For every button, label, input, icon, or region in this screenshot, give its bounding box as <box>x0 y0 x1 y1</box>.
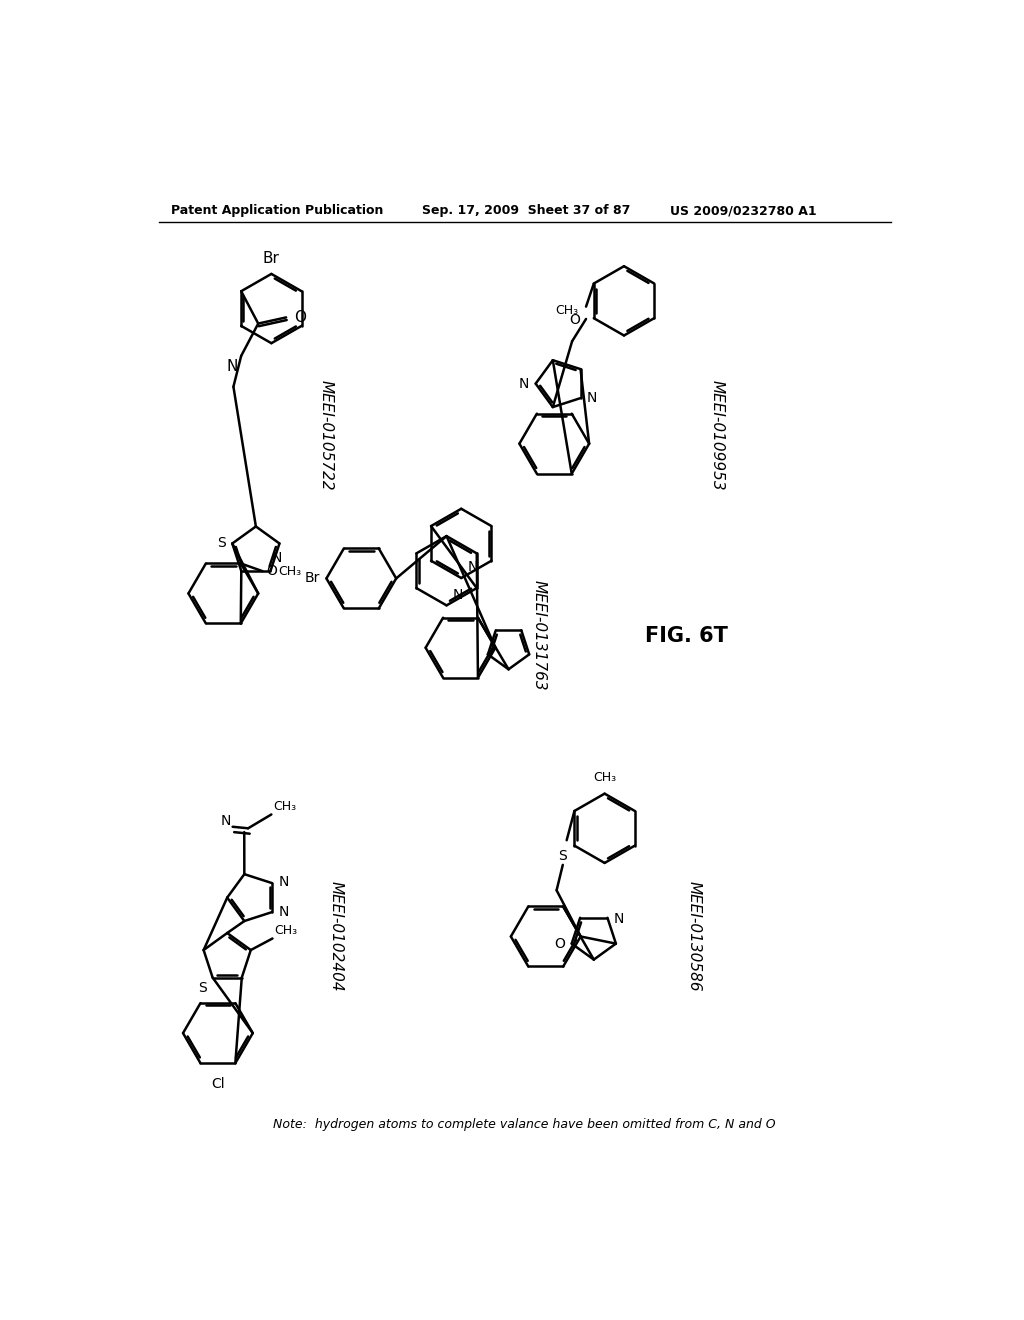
Text: O: O <box>555 937 565 950</box>
Text: N: N <box>613 912 624 927</box>
Text: N: N <box>587 391 597 405</box>
Text: MEEI-0105722: MEEI-0105722 <box>318 380 333 491</box>
Text: S: S <box>558 849 567 863</box>
Text: US 2009/0232780 A1: US 2009/0232780 A1 <box>671 205 817 218</box>
Text: S: S <box>217 536 226 550</box>
Text: Cl: Cl <box>211 1077 224 1092</box>
Text: Note:  hydrogen atoms to complete valance have been omitted from C, N and O: Note: hydrogen atoms to complete valance… <box>273 1118 776 1131</box>
Text: N: N <box>272 550 283 565</box>
Text: CH₃: CH₃ <box>274 924 297 937</box>
Text: CH₃: CH₃ <box>593 771 616 784</box>
Text: MEEI-0131763: MEEI-0131763 <box>531 581 546 692</box>
Text: S: S <box>198 982 207 995</box>
Text: Patent Application Publication: Patent Application Publication <box>171 205 383 218</box>
Text: MEEI-0130586: MEEI-0130586 <box>686 880 701 991</box>
Text: FIG. 6T: FIG. 6T <box>644 626 727 645</box>
Text: N: N <box>279 875 289 888</box>
Text: CH₃: CH₃ <box>273 800 296 813</box>
Text: O: O <box>569 313 580 327</box>
Text: N: N <box>519 376 529 391</box>
Text: Br: Br <box>263 251 280 267</box>
Text: N: N <box>453 587 463 602</box>
Text: O: O <box>266 564 278 578</box>
Text: N: N <box>279 906 289 919</box>
Text: N: N <box>467 560 478 574</box>
Text: CH₃: CH₃ <box>555 304 579 317</box>
Text: N: N <box>221 813 231 828</box>
Text: MEEI-0109953: MEEI-0109953 <box>710 380 725 491</box>
Text: Br: Br <box>305 572 321 586</box>
Text: Sep. 17, 2009  Sheet 37 of 87: Sep. 17, 2009 Sheet 37 of 87 <box>423 205 631 218</box>
Text: CH₃: CH₃ <box>278 565 301 578</box>
Text: MEEI-0102404: MEEI-0102404 <box>329 880 343 991</box>
Text: O: O <box>294 310 306 325</box>
Text: N: N <box>226 359 238 374</box>
